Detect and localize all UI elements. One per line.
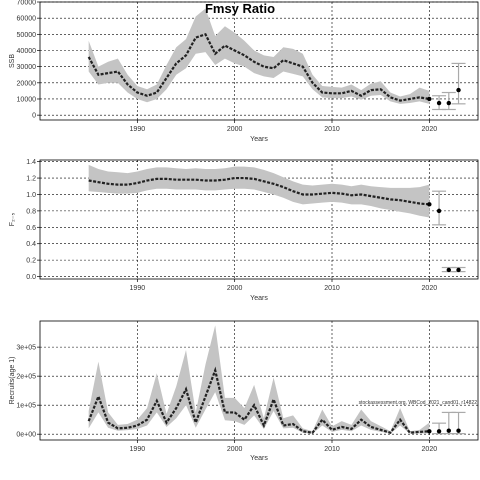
y-tick-label: 1e+05 [16, 403, 36, 410]
y-tick-label: 30000 [17, 64, 37, 71]
projection-point [456, 428, 461, 433]
confidence-band [88, 164, 430, 218]
y-tick-label: 20000 [17, 80, 37, 87]
x-tick-label: 1990 [130, 446, 146, 453]
x-tick-label: 2020 [422, 446, 438, 453]
y-tick-label: 2e+05 [16, 374, 36, 381]
x-tick-label: 2020 [422, 126, 438, 133]
x-axis-title: Years [250, 136, 268, 143]
estimate-line [88, 176, 430, 206]
last-estimate-point [427, 429, 432, 434]
fishing-mortality-panel: 1990 2000 2010 2020 0.0 0.2 0.4 0.6 0.8 1.0 1.2 1.4… [9, 159, 479, 302]
y-tick-label: 40000 [17, 48, 37, 55]
confidence-band [88, 325, 430, 434]
estimate-line [87, 32, 430, 102]
x-tick-label: 2010 [324, 285, 340, 292]
y-tick-label: 0.6 [26, 225, 36, 232]
x-tick-label: 2000 [227, 285, 243, 292]
y-tick-label: 0.8 [26, 208, 36, 215]
chart-title: Fmsy Ratio [205, 1, 275, 16]
y-tick-label: 10000 [17, 96, 37, 103]
last-estimate-point [427, 96, 432, 102]
x-tick-label: 2000 [227, 446, 243, 453]
projection-point [456, 267, 461, 273]
y-tick-label: 0e+00 [16, 432, 36, 439]
y-axis-title: F₂₋₅ [9, 213, 16, 227]
y-tick-label: 3e+05 [16, 345, 36, 352]
projection-point [446, 267, 451, 273]
projection-point [436, 100, 442, 106]
y-tick-label: 0.0 [26, 274, 36, 281]
x-tick-label: 2000 [227, 126, 243, 133]
y-tick-label: 1.4 [26, 159, 36, 166]
y-tick-label: 50000 [17, 32, 37, 39]
ssb-panel: 1990 2000 2010 2020 0 10000 20000 30000 40000 500… [9, 0, 479, 143]
x-tick-label: 2010 [324, 446, 340, 453]
x-tick-label: 2020 [422, 285, 438, 292]
plot-frame [39, 1, 479, 121]
y-tick-label: 0.4 [26, 241, 36, 248]
recruitment-panel: 1990 2000 2010 2020 0e+00 1e+05 2e+05 3e+05 Year… [9, 320, 479, 462]
projection-point [456, 87, 461, 93]
source-annotation: stockassessment.org, WBCod_2021_cand01, … [359, 400, 478, 406]
x-tick-label: 1990 [130, 285, 146, 292]
projection-point [446, 100, 451, 106]
estimate-line [87, 366, 430, 435]
x-tick-label: 1990 [130, 126, 146, 133]
confidence-band [88, 8, 430, 104]
plot-frame [39, 159, 479, 280]
y-tick-label: 1.0 [26, 192, 36, 199]
y-axis-title: Recruits(age 1) [9, 357, 16, 405]
projection-point [436, 208, 442, 214]
projection-point [446, 428, 451, 433]
y-tick-label: 0.2 [26, 258, 36, 265]
y-axis-title: SSB [9, 54, 16, 68]
plot-frame [39, 320, 479, 441]
x-tick-label: 2010 [324, 126, 340, 133]
last-estimate-point [427, 202, 432, 207]
y-tick-label: 60000 [17, 16, 37, 23]
y-tick-label: 70000 [17, 0, 37, 7]
x-axis-title: Years [250, 295, 268, 302]
y-tick-label: 1.2 [26, 176, 36, 183]
projection-point [436, 429, 442, 434]
x-axis-title: Years [250, 455, 268, 462]
y-tick-label: 0 [32, 113, 36, 120]
